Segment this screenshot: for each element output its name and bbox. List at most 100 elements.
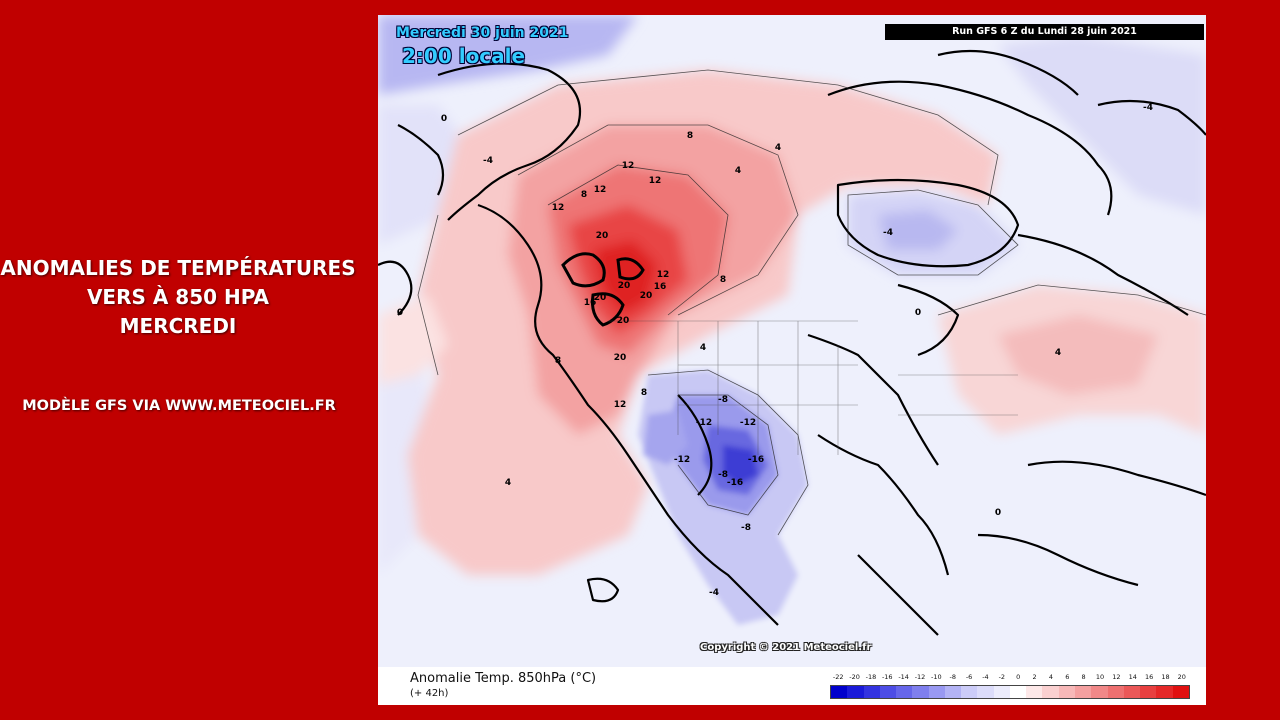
contour-label: -4	[483, 156, 493, 166]
contour-label: 8	[555, 356, 561, 366]
contour-label: -16	[727, 478, 743, 488]
legend-swatch	[1156, 686, 1173, 698]
legend-swatch	[1140, 686, 1157, 698]
legend-swatch	[993, 686, 1010, 698]
forecast-date: Mercredi 30 juin 2021	[396, 25, 569, 41]
forecast-time: 2:00 locale	[402, 44, 526, 68]
legend-tick-label: -12	[914, 673, 926, 681]
legend-tick-label: 10	[1095, 673, 1105, 681]
map-caption: Anomalie Temp. 850hPa (°C)	[410, 671, 597, 686]
legend-swatch	[1042, 686, 1059, 698]
coastlines	[378, 49, 1206, 636]
cold-core-fields	[638, 370, 808, 625]
legend-swatches	[830, 685, 1190, 699]
contour-label: 12	[657, 270, 670, 280]
legend-tick-label: 2	[1032, 673, 1037, 681]
map-panel: 20 20 20 20 20 20 16 16 12 12 12 12 12 1…	[378, 15, 1206, 705]
legend-tick-label: 16	[1144, 673, 1154, 681]
copyright-text: Copyright © 2021 Meteociel.fr	[700, 642, 872, 653]
legend-swatch	[831, 686, 848, 698]
legend-tick-label: -20	[849, 673, 860, 681]
legend-swatch	[1172, 686, 1189, 698]
side-credit: MODÈLE GFS VIA WWW.METEOCIEL.FR	[22, 398, 336, 414]
contour-label: 4	[505, 478, 511, 488]
max-anomaly-contours	[561, 252, 645, 327]
contour-label: 12	[622, 161, 635, 171]
legend-tick-label: -2	[998, 673, 1006, 681]
contour-label: 8	[687, 131, 693, 141]
map-subcaption: (+ 42h)	[410, 688, 449, 699]
contour-label: 16	[654, 282, 667, 292]
contour-label: 4	[700, 343, 706, 353]
legend-tick-label: 14	[1128, 673, 1137, 681]
contour-label: 20	[618, 281, 631, 291]
contour-label: -8	[718, 395, 728, 405]
legend-swatch	[896, 686, 913, 698]
side-title-line-2: VERS À 850 HPA	[86, 285, 270, 309]
legend-tick-label: -22	[832, 673, 844, 681]
contour-label: 8	[641, 388, 647, 398]
contour-label: 12	[614, 400, 627, 410]
legend-tick-label: 0	[1016, 673, 1021, 681]
legend-tick-label: 20	[1177, 673, 1186, 681]
color-legend: -22 -20 -18 -16 -14 -12 -10 -8 -6 -4 -2 0 2 4 6 8 10 12 14…	[830, 673, 1190, 701]
legend-tick-label: 12	[1112, 673, 1121, 681]
contour-label: 0	[915, 308, 921, 318]
legend-tick-label: -16	[881, 673, 893, 681]
contour-label: -12	[740, 418, 756, 428]
legend-tick-label: 8	[1081, 673, 1086, 681]
legend-swatch	[1074, 686, 1092, 698]
legend-tick-label: -6	[965, 673, 973, 681]
contour-label: -8	[718, 470, 728, 480]
side-title-line-3: MERCREDI	[119, 314, 237, 338]
legend-swatch	[944, 686, 962, 698]
legend-tick-label: 4	[1048, 673, 1053, 681]
contour-label: 12	[649, 176, 662, 186]
legend-tick-label: 6	[1065, 673, 1070, 681]
political-borders	[608, 320, 1018, 455]
contour-label: 0	[441, 114, 447, 124]
contour-lines	[417, 69, 1206, 536]
cold-anomaly-fields	[378, 15, 1206, 575]
legend-swatch	[977, 686, 994, 698]
contour-label: -12	[696, 418, 712, 428]
map-footer: Anomalie Temp. 850hPa (°C) (+ 42h) -22 -2…	[378, 667, 1206, 705]
legend-tick-label: 18	[1161, 673, 1170, 681]
contour-label: -16	[748, 455, 764, 465]
legend-swatch	[879, 686, 897, 698]
warm-anomaly-fields	[378, 70, 1206, 575]
legend-swatch	[1026, 686, 1043, 698]
side-title-line-1: ANOMALIES DE TEMPÉRATURES	[0, 256, 356, 280]
legend-tick-label: -18	[865, 673, 877, 681]
contour-label: 4	[775, 143, 781, 153]
contour-label: -4	[709, 588, 719, 598]
contour-label: 20	[617, 316, 630, 326]
contour-label: 12	[594, 185, 607, 195]
contour-label: 20	[594, 293, 607, 303]
legend-swatch	[961, 686, 978, 698]
contour-label: 16	[584, 298, 597, 308]
contour-label: 4	[735, 166, 741, 176]
anomaly-map: 20 20 20 20 20 20 16 16 12 12 12 12 12 1…	[378, 15, 1206, 667]
contour-label: 4	[1055, 348, 1061, 358]
legend-swatch	[1058, 686, 1075, 698]
legend-tick-label: -10	[931, 673, 942, 681]
contour-label: 0	[397, 308, 403, 318]
contour-label: 12	[552, 203, 565, 213]
model-run-info: Run GFS 6 Z du Lundi 28 juin 2021	[885, 24, 1204, 40]
legend-swatch	[863, 686, 880, 698]
legend-swatch	[912, 686, 929, 698]
legend-swatch	[1009, 686, 1027, 698]
legend-tick-label: -8	[949, 673, 956, 681]
legend-tick-label: -14	[898, 673, 909, 681]
contour-label: 8	[581, 190, 587, 200]
legend-ticks: -22 -20 -18 -16 -14 -12 -10 -8 -6 -4 -2 0 2 4 6 8 10 12 14…	[830, 673, 1190, 683]
legend-swatch	[1091, 686, 1108, 698]
contour-label: 20	[596, 231, 609, 241]
contour-label: -4	[1143, 103, 1153, 113]
contour-label: 8	[720, 275, 726, 285]
contour-label: -8	[741, 523, 751, 533]
side-title: ANOMALIES DE TEMPÉRATURES VERS À 850 HPA…	[0, 254, 356, 341]
legend-tick-label: -4	[982, 673, 989, 681]
contour-label: 20	[614, 353, 627, 363]
